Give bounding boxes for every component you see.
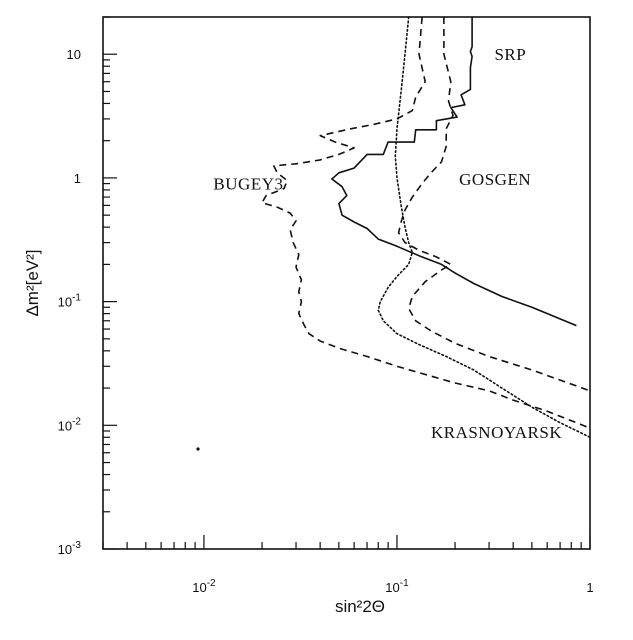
- curve-srp: [331, 17, 577, 327]
- curve-krasnoyarsk: [377, 16, 591, 439]
- x-axis-label: sin²2Θ: [335, 597, 385, 616]
- y-tick-label: 1: [74, 171, 81, 186]
- y-axis-label: Δm²[eV²]: [23, 249, 42, 316]
- y-tick-label: 10-2: [58, 416, 82, 433]
- curve-bugey3: [261, 16, 591, 429]
- annotation-gosgen: GOSGEN: [459, 170, 531, 189]
- annotation-srp: SRP: [494, 45, 526, 64]
- y-tick-label: 10: [67, 47, 81, 62]
- annotation-krasnoyarsk: KRASNOYARSK: [431, 423, 562, 442]
- y-tick-label: 10-3: [58, 540, 82, 557]
- y-tick-label: 10-1: [58, 293, 82, 310]
- x-tick-label: 10-2: [192, 578, 216, 595]
- annotation-bugey3: BUGEY3: [213, 175, 283, 194]
- curve-gosgen: [397, 17, 591, 392]
- plot-frame: [102, 16, 591, 550]
- x-tick-label: 1: [586, 580, 593, 595]
- x-tick-label: 10-1: [385, 578, 409, 595]
- stray-dot: [196, 447, 200, 451]
